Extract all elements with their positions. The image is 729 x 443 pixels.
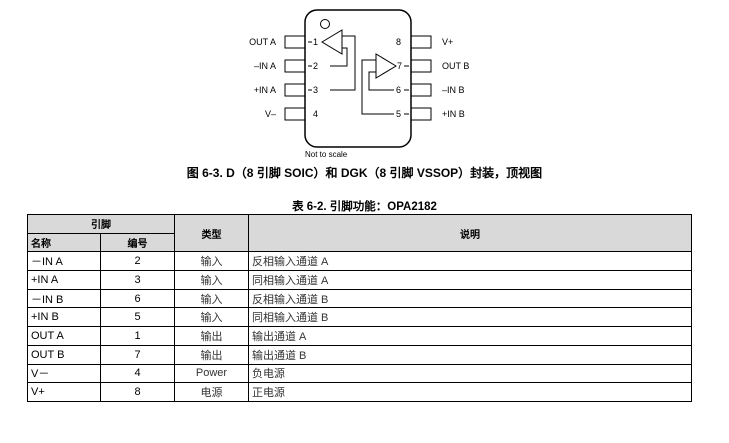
header-number: 编号 xyxy=(100,232,175,253)
table-row: －IN A 2 输入 反相输入通道 A xyxy=(27,251,692,272)
cell-description: 反相输入通道 B xyxy=(248,288,692,309)
amplifier-b-symbol xyxy=(375,53,397,79)
pin-label: –IN B xyxy=(442,85,465,95)
pin-number: 7 xyxy=(397,61,402,71)
cell-description: 正电源 xyxy=(248,382,692,402)
pin-number: 1 xyxy=(313,37,318,47)
figure-caption: 图 6-3. D（8 引脚 SOIC）和 DGK（8 引脚 VSSOP）封装，顶… xyxy=(186,166,543,180)
pin-number: 2 xyxy=(313,61,318,71)
table-title: 表 6-2. 引脚功能：OPA2182 xyxy=(292,201,437,213)
pin-label: OUT B xyxy=(442,61,469,71)
cell-name: －IN B xyxy=(27,288,101,309)
cell-type: 输出 xyxy=(174,344,249,365)
cell-number: 4 xyxy=(100,363,175,384)
header-description: 说明 xyxy=(248,213,692,253)
table-row: OUT B 7 输出 输出通道 B xyxy=(27,344,692,365)
table-row: V－ 4 Power 负电源 xyxy=(27,363,692,384)
header-type: 类型 xyxy=(174,213,249,253)
pin-label: –IN A xyxy=(254,61,276,71)
pin-label: OUT A xyxy=(249,37,276,47)
cell-type: 电源 xyxy=(174,382,249,402)
cell-name: OUT B xyxy=(27,344,101,365)
cell-number: 1 xyxy=(100,326,175,346)
cell-name: +IN A xyxy=(27,270,101,290)
cell-type: 输入 xyxy=(174,251,249,272)
cell-description: 负电源 xyxy=(248,363,692,384)
cell-number: 5 xyxy=(100,307,175,328)
pin-functions-table: 引脚 类型 说明 名称 编号 －IN A 2 输入 反相输入通道 A +IN A 3 输入同… xyxy=(27,213,692,402)
pin-label: V+ xyxy=(442,37,453,47)
table-row: V+ 8 电源 正电源 xyxy=(27,382,692,402)
cell-number: 8 xyxy=(100,382,175,402)
pin-number: 8 xyxy=(396,37,401,47)
cell-number: 3 xyxy=(100,270,175,290)
cell-name: V+ xyxy=(27,382,101,402)
scale-note: Not to scale xyxy=(305,150,348,159)
cell-type: 输入 xyxy=(174,307,249,328)
cell-description: 输出通道 A xyxy=(248,326,692,346)
pin-label: V– xyxy=(265,109,276,119)
pin-label: +IN A xyxy=(254,85,276,95)
cell-type: 输入 xyxy=(174,288,249,309)
cell-description: 反相输入通道 A xyxy=(248,251,692,272)
cell-name: OUT A xyxy=(27,326,101,346)
table-row: OUT A 1 输出 输出通道 A xyxy=(27,326,692,346)
pin-label: +IN B xyxy=(442,109,465,119)
table-row: +IN B 5 输入 同相输入通道 B xyxy=(27,307,692,328)
table-row: －IN B 6 输入 反相输入通道 B xyxy=(27,288,692,309)
pinout-diagram: OUT A –IN A +IN A V– 1 2 3 4 8 7 6 5 V+ … xyxy=(249,9,469,159)
cell-number: 6 xyxy=(100,288,175,309)
cell-description: 同相输入通道 B xyxy=(248,307,692,328)
table-row: +IN A 3 输入 同相输入通道 A xyxy=(27,270,692,290)
pin-number: 6 xyxy=(396,85,401,95)
cell-type: Power xyxy=(174,363,249,384)
cell-description: 输出通道 B xyxy=(248,344,692,365)
pin-number: 5 xyxy=(396,109,401,119)
cell-name: V－ xyxy=(27,363,101,384)
pin1-marker xyxy=(320,19,330,29)
pin-number: 4 xyxy=(313,109,318,119)
cell-number: 2 xyxy=(100,251,175,272)
cell-description: 同相输入通道 A xyxy=(248,270,692,290)
chip-body xyxy=(304,9,412,148)
cell-name: +IN B xyxy=(27,307,101,328)
cell-name: －IN A xyxy=(27,251,101,272)
pin-number: 3 xyxy=(313,85,318,95)
header-name: 名称 xyxy=(27,232,101,253)
header-pin: 引脚 xyxy=(27,214,175,234)
cell-number: 7 xyxy=(100,344,175,365)
amplifier-a-symbol xyxy=(321,29,343,55)
cell-type: 输出 xyxy=(174,326,249,346)
cell-type: 输入 xyxy=(174,270,249,290)
